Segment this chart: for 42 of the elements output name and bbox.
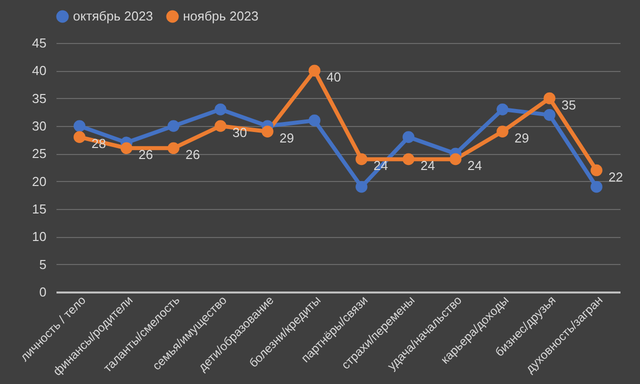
point	[74, 131, 86, 143]
y-tick-label: 40	[32, 63, 46, 78]
y-tick-label: 45	[32, 36, 46, 50]
y-tick-label: 30	[32, 118, 46, 134]
point	[544, 92, 556, 104]
point	[590, 180, 602, 193]
point	[214, 120, 226, 132]
point	[308, 114, 320, 126]
point	[74, 120, 86, 132]
point	[496, 126, 508, 138]
point	[262, 126, 274, 138]
point	[544, 109, 556, 121]
data-label: 26	[186, 147, 200, 162]
data-label: 26	[138, 147, 153, 162]
data-label: 22	[608, 169, 623, 184]
point	[168, 120, 180, 132]
data-label: 29	[514, 130, 529, 146]
point	[120, 142, 132, 154]
point	[590, 164, 602, 176]
y-tick-label: 5	[39, 256, 46, 272]
data-label: 40	[326, 70, 341, 85]
point	[450, 153, 462, 166]
point	[168, 142, 180, 154]
y-tick-label: 15	[32, 202, 46, 216]
data-label: 24	[420, 158, 435, 174]
point	[496, 103, 508, 116]
data-label: 29	[280, 130, 294, 146]
y-tick-label: 25	[32, 146, 46, 162]
point	[308, 64, 320, 77]
y-tick-label: 35	[32, 90, 46, 106]
point	[402, 153, 414, 166]
legend-label: октябрь 2023	[73, 8, 154, 24]
point	[214, 103, 226, 116]
y-tick-label: 0	[39, 284, 46, 300]
data-label: 24	[468, 158, 482, 174]
legend-label: ноябрь 2023	[183, 8, 258, 24]
point	[356, 153, 368, 166]
y-tick-label: 10	[32, 229, 46, 244]
y-tick-label: 20	[32, 174, 46, 189]
point	[356, 180, 368, 193]
point	[402, 131, 414, 143]
data-label: 35	[562, 97, 576, 112]
